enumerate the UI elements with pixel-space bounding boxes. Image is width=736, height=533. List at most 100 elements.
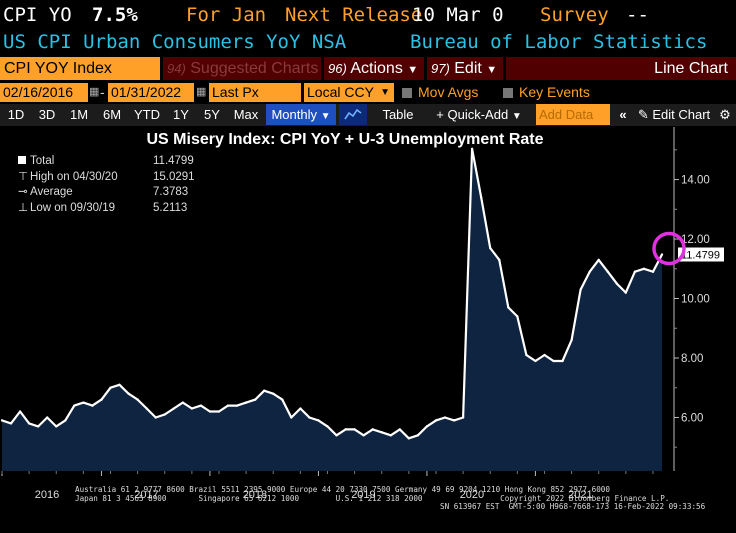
pencil-icon: ✎ [637, 107, 649, 122]
x-axis-strip [0, 471, 690, 529]
ticker-code: CPI YO [3, 4, 72, 26]
add-data-input[interactable]: Add Data [536, 104, 610, 125]
table-button[interactable]: Table [382, 107, 414, 122]
gear-icon[interactable]: ⚙ [719, 107, 731, 122]
series-line-segment [462, 147, 474, 419]
series-line-segment [498, 258, 510, 309]
range-1d-button[interactable]: 1D [7, 107, 25, 122]
series-line-segment [443, 416, 456, 422]
data-point [425, 425, 428, 428]
data-source: Bureau of Labor Statistics [410, 31, 708, 53]
data-point [208, 410, 211, 413]
actions-menu-button[interactable]: 96) Actions ▼ [324, 57, 424, 80]
highlight-circle-annotation [652, 231, 686, 266]
data-point [308, 416, 311, 419]
data-point [109, 386, 112, 389]
range-6m-button[interactable]: 6M [102, 107, 122, 122]
mov-avgs-toggle[interactable]: Mov Avgs [402, 83, 478, 102]
data-point [28, 422, 31, 425]
data-point [145, 407, 148, 410]
data-point [344, 428, 347, 431]
series-line-segment [0, 419, 13, 425]
next-release-date: 10 Mar 0 [412, 4, 504, 26]
range-3d-button[interactable]: 3D [38, 107, 56, 122]
legend-high-value: 15.0291 [153, 170, 195, 183]
data-point [606, 270, 609, 273]
series-line-segment [236, 401, 248, 407]
series-line-segment [299, 407, 311, 419]
data-point [660, 253, 664, 256]
data-point [362, 434, 365, 437]
collapse-left-icon[interactable]: « [619, 107, 627, 122]
data-point [118, 383, 121, 386]
series-line-segment [489, 246, 501, 261]
series-line-segment [281, 398, 293, 419]
range-1y-button[interactable]: 1Y [173, 107, 189, 122]
series-line-segment [145, 407, 157, 419]
data-point [37, 425, 40, 428]
series-line-segment [127, 392, 139, 401]
high-marker-icon: ⊤ [18, 170, 29, 183]
start-date-field[interactable]: 02/16/2016 [0, 83, 88, 102]
range-max-button[interactable]: Max [233, 107, 259, 122]
data-point [507, 306, 510, 309]
calendar-icon[interactable]: ▦ [89, 86, 100, 98]
series-line-segment [154, 413, 166, 419]
range-5y-button[interactable]: 5Y [204, 107, 220, 122]
frequency-select[interactable]: Monthly ▼ [266, 104, 336, 125]
series-line-segment [570, 288, 582, 342]
chart-legend: Total 11.4799 ⊤ High on 04/30/20 15.0291 ⊸ A… [18, 154, 195, 216]
series-line-segment [272, 392, 284, 401]
data-point [317, 419, 320, 422]
series-swatch-icon [18, 156, 26, 164]
legend-high-row: ⊤ High on 04/30/20 15.0291 [18, 170, 195, 186]
ticker-field[interactable]: CPI YOY Index [0, 57, 160, 80]
series-line-segment [353, 428, 365, 437]
header-row-1: CPI YO 7.5% For Jan Next Release 10 Mar … [0, 2, 736, 28]
edit-menu-button[interactable]: 97) Edit ▼ [427, 57, 503, 80]
survey-label: Survey [540, 4, 609, 26]
quick-add-label: + Quick-Add [436, 107, 509, 122]
data-point [588, 270, 591, 273]
price-field-select[interactable]: Last Px [209, 83, 301, 102]
range-1m-button[interactable]: 1M [69, 107, 89, 122]
series-line-segment [651, 253, 664, 273]
edit-num: 97) [431, 61, 450, 76]
series-line-segment [190, 404, 202, 410]
data-point [462, 416, 465, 419]
line-chart-icon[interactable] [339, 104, 367, 125]
data-point [19, 410, 22, 413]
suggested-charts-button[interactable]: 94) Suggested Charts [163, 57, 321, 80]
currency-select[interactable]: Local CCY ▼ [304, 83, 394, 102]
series-line-segment [181, 401, 193, 410]
data-point [398, 428, 401, 431]
data-point [651, 270, 655, 273]
series-line-segment [606, 270, 618, 285]
range-ytd-button[interactable]: YTD [134, 107, 160, 122]
legend-high-label: High on 04/30/20 [30, 170, 118, 183]
series-line-segment [624, 270, 637, 294]
data-point [9, 422, 13, 425]
quick-add-button[interactable]: + Quick-Add ▼ [429, 104, 529, 125]
data-point [498, 258, 501, 261]
data-point [525, 353, 528, 357]
legend-total-value: 11.4799 [153, 155, 194, 167]
data-point [46, 416, 49, 419]
legend-total-label: Total [30, 155, 55, 167]
series-line-segment [263, 389, 275, 395]
series-line-segment [163, 407, 175, 416]
calendar-icon[interactable]: ▦ [196, 86, 207, 98]
series-line-segment [100, 386, 112, 401]
y-tick-label: 10.00 [681, 294, 710, 306]
data-point [471, 147, 474, 150]
key-events-toggle[interactable]: Key Events [503, 83, 590, 102]
data-point [552, 359, 555, 363]
edit-chart-button[interactable]: ✎ Edit Chart [634, 104, 714, 125]
end-date-field[interactable]: 01/31/2022 [108, 83, 194, 102]
mov-avgs-label: Mov Avgs [418, 84, 479, 100]
last-value: 7.5% [92, 4, 138, 26]
series-line-segment [389, 428, 401, 437]
legend-avg-row: ⊸ Average 7.3783 [18, 185, 188, 201]
dropdown-arrow-icon: ▼ [380, 87, 390, 98]
chart-area[interactable]: 2016 2017 2018 2019 2020 2021 6.00 8.00 10.00 12.… [0, 127, 736, 529]
